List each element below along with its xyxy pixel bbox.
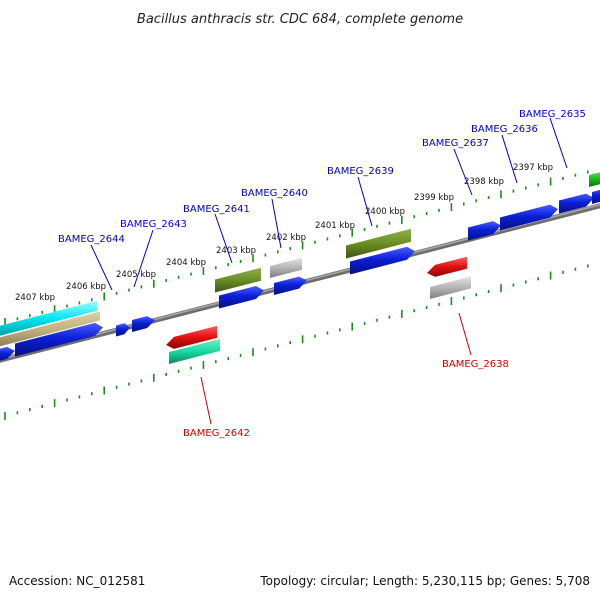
leader-line	[133, 229, 154, 288]
feature-cds[interactable]	[274, 276, 307, 295]
gene-label-bameg-2641[interactable]: BAMEG_2641	[183, 204, 250, 215]
leader-line	[458, 312, 472, 356]
scale-label: 2399 kbp	[414, 193, 454, 203]
feature-pseudogene[interactable]	[270, 257, 302, 278]
gene-label-bameg-2637[interactable]: BAMEG_2637	[422, 138, 489, 149]
scale-label: 2406 kbp	[66, 282, 106, 292]
gene-labels: BAMEG_2644 BAMEG_2643 BAMEG_2641 BAMEG_2…	[58, 109, 586, 439]
gene-label-bameg-2639[interactable]: BAMEG_2639	[327, 166, 394, 177]
map-title: Bacillus anthracis str. CDC 684, complet…	[137, 12, 463, 27]
feature-cds[interactable]	[350, 246, 415, 275]
feature-misc[interactable]	[0, 311, 100, 348]
feature-cds[interactable]	[116, 323, 130, 337]
leader-line	[90, 244, 113, 291]
feature-reverse-misc[interactable]	[169, 338, 220, 364]
gene-features	[0, 170, 600, 364]
feature-trna[interactable]	[0, 300, 97, 337]
gene-label-bameg-2640[interactable]: BAMEG_2640	[241, 188, 308, 199]
gene-label-bameg-2644[interactable]: BAMEG_2644	[58, 234, 125, 245]
feature-pseudogene[interactable]	[430, 276, 471, 299]
genome-summary-text: Topology: circular; Length: 5,230,115 bp…	[260, 574, 590, 588]
scale-label: 2397 kbp	[513, 163, 553, 173]
scale-label: 2401 kbp	[315, 221, 355, 231]
scale-label: 2402 kbp	[266, 233, 306, 243]
leader-line	[549, 117, 568, 169]
gene-label-bameg-2642[interactable]: BAMEG_2642	[183, 428, 250, 439]
leader-lines	[90, 117, 568, 425]
feature-cds[interactable]	[0, 346, 15, 362]
leader-line	[453, 148, 473, 196]
feature-cds[interactable]	[15, 322, 103, 357]
scale-label: 2405 kbp	[116, 270, 156, 280]
accession-text: Accession: NC_012581	[9, 574, 146, 588]
gene-label-bameg-2635[interactable]: BAMEG_2635	[519, 109, 586, 120]
gene-label-bameg-2638[interactable]: BAMEG_2638	[442, 359, 509, 370]
feature-rrna[interactable]	[346, 228, 411, 259]
feature-cds[interactable]	[500, 204, 558, 231]
forward-scale-rail	[4, 170, 589, 326]
feature-cds[interactable]	[592, 188, 600, 204]
scale-label: 2400 kbp	[365, 207, 405, 217]
feature-misc[interactable]	[589, 170, 600, 187]
gene-label-bameg-2643[interactable]: BAMEG_2643	[120, 219, 187, 230]
gene-label-bameg-2636[interactable]: BAMEG_2636	[471, 124, 538, 135]
feature-reverse-cds[interactable]	[427, 256, 467, 277]
leader-line	[271, 198, 282, 249]
scale-label: 2398 kbp	[464, 177, 504, 187]
scale-labels: 2407 kbp 2406 kbp 2405 kbp 2404 kbp 2403…	[15, 163, 553, 303]
feature-cds[interactable]	[132, 316, 155, 332]
scale-label: 2403 kbp	[216, 246, 256, 256]
leader-line	[214, 213, 233, 264]
feature-cds[interactable]	[468, 221, 501, 241]
reverse-scale-rail	[4, 264, 589, 420]
scale-label: 2407 kbp	[15, 293, 55, 303]
feature-cds[interactable]	[559, 193, 594, 214]
leader-line	[200, 376, 212, 425]
scale-label: 2404 kbp	[166, 258, 206, 268]
leader-line	[357, 176, 373, 227]
leader-line	[501, 134, 518, 184]
feature-cds[interactable]	[219, 286, 264, 309]
feature-rrna[interactable]	[215, 267, 261, 293]
feature-reverse-cds[interactable]	[166, 325, 217, 349]
